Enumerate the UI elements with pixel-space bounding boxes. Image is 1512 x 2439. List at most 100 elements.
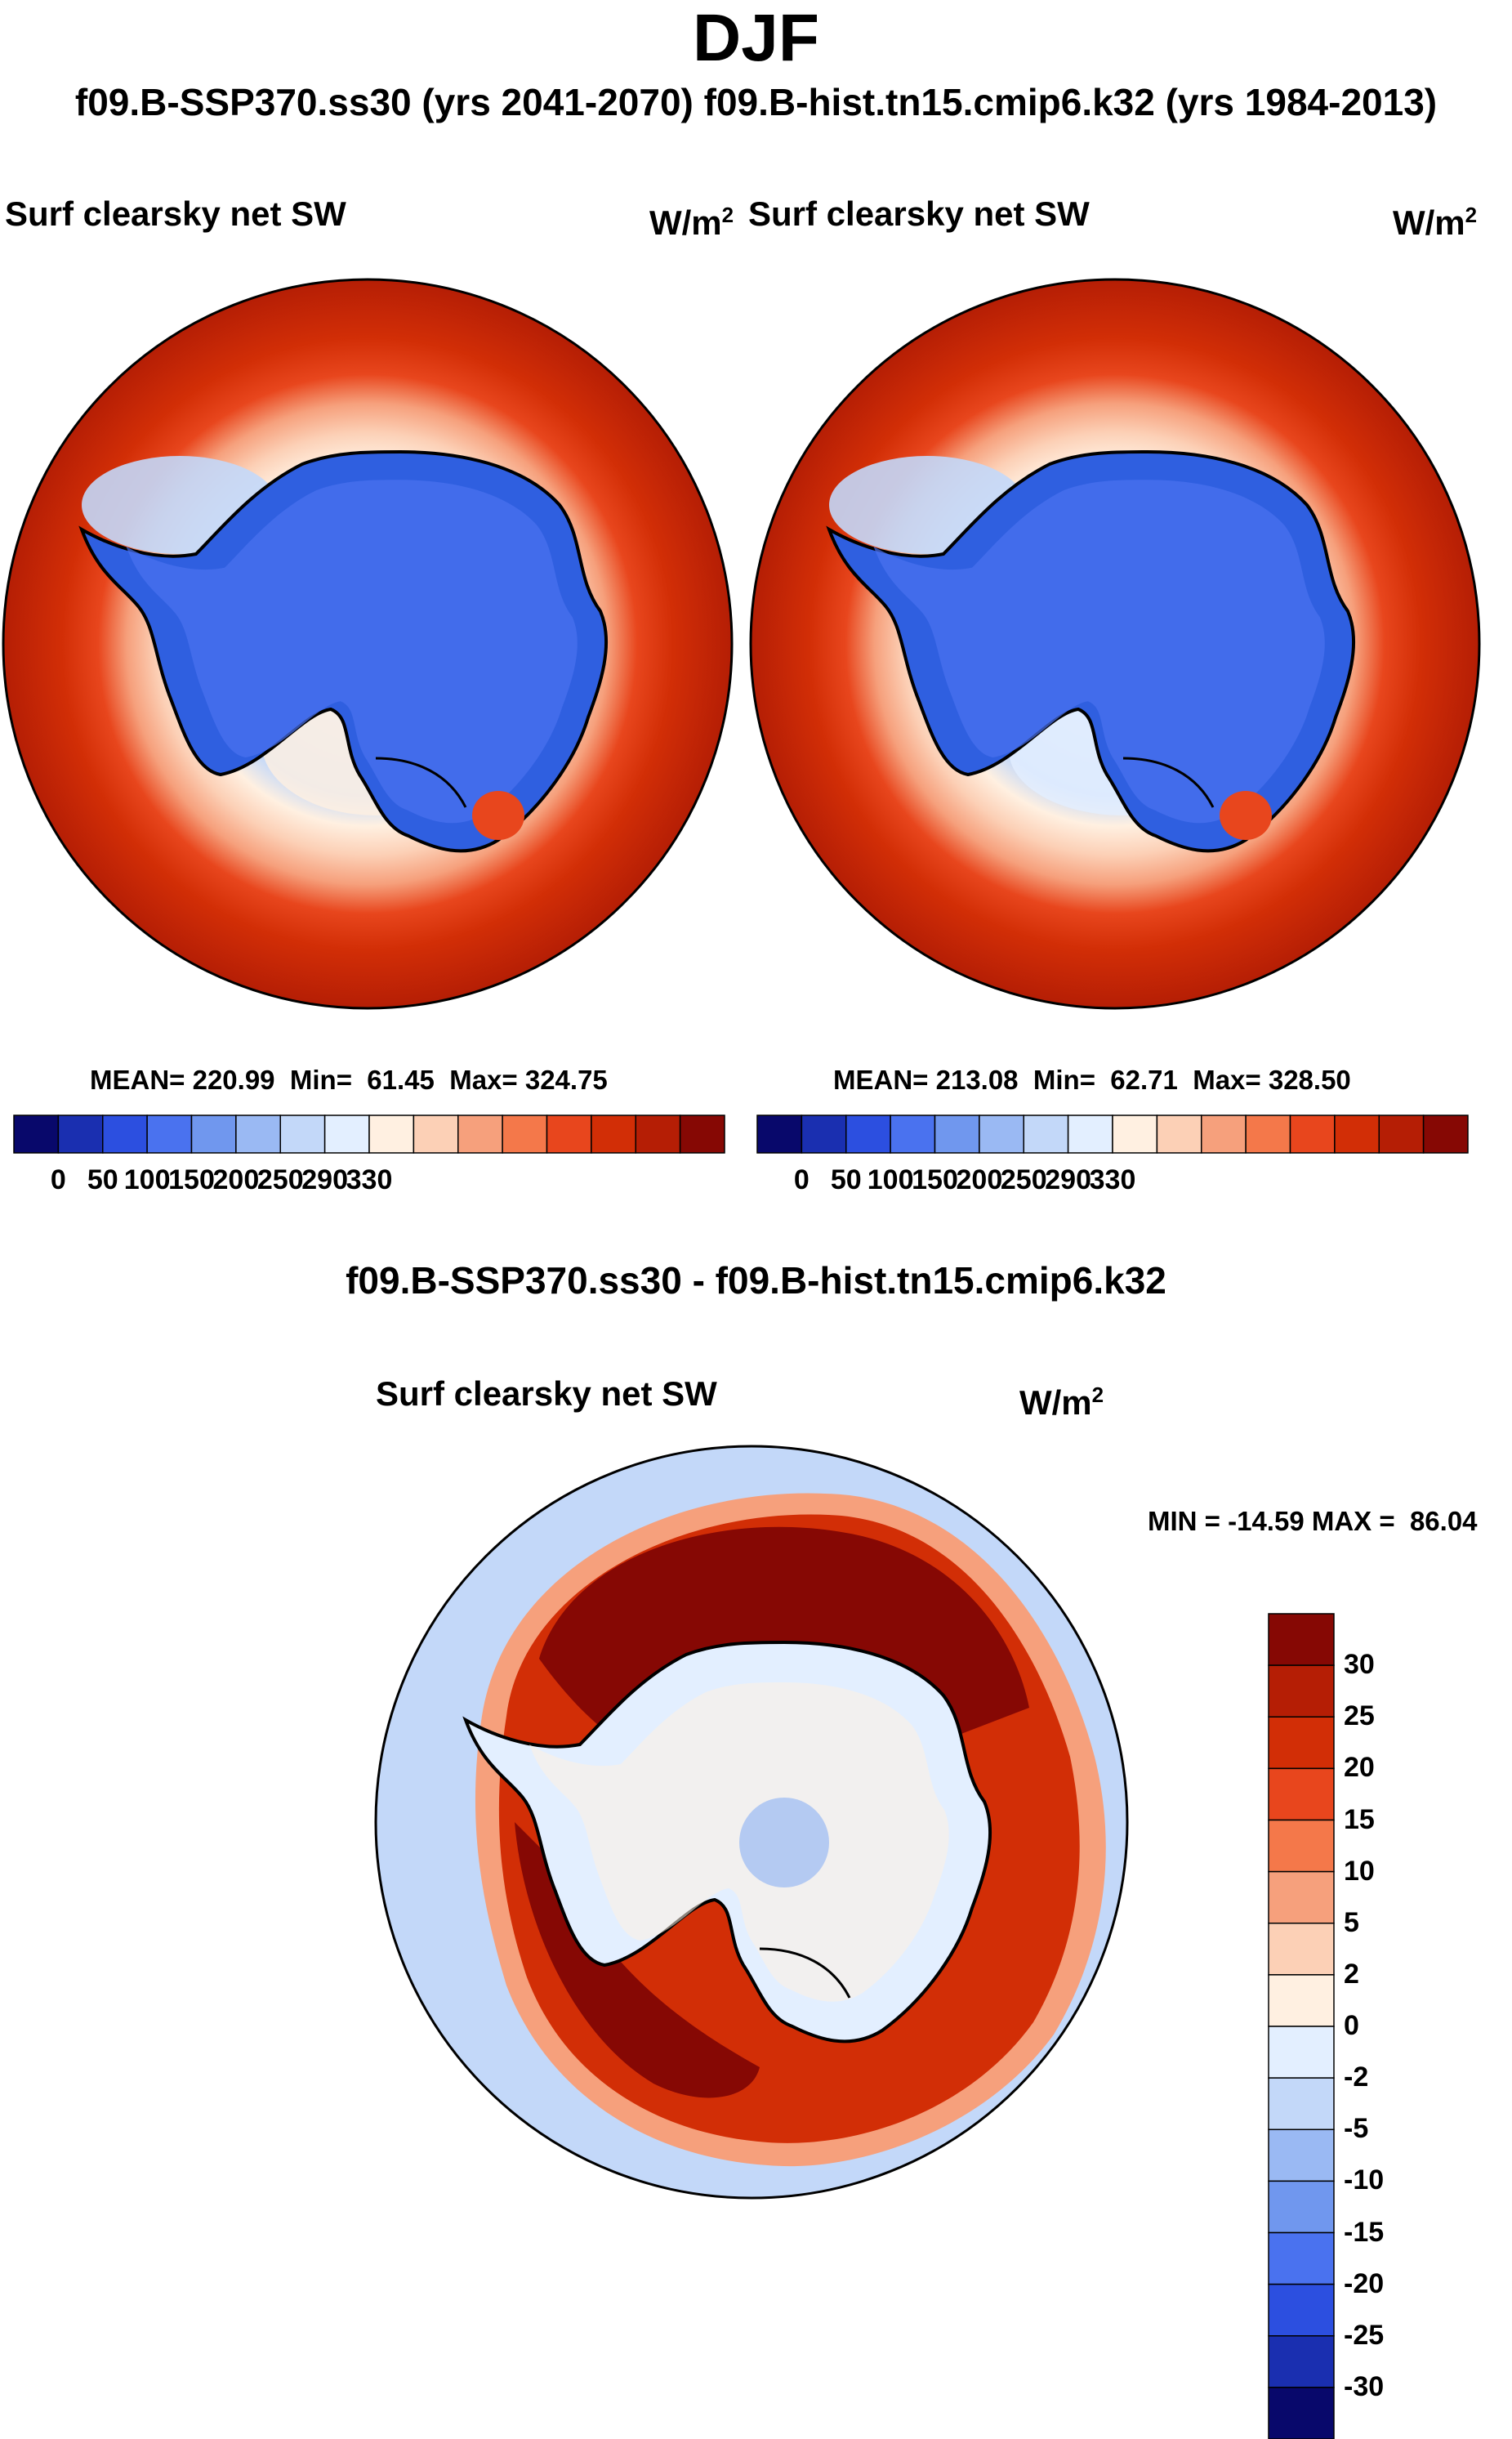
difference-colorbar-tick-label: 2 [1344,1958,1359,1990]
diff-map-border [374,1445,1129,2200]
difference-title: f09.B-SSP370.ss30 - f09.B-hist.tn15.cmip… [346,1259,1166,1302]
left-colorbar-box [591,1115,636,1154]
left-colorbar-box [368,1115,415,1154]
right-colorbar-box [1334,1115,1380,1154]
left-map-border [2,278,734,1010]
right-colorbar-box [1289,1115,1336,1154]
difference-colorbar-box [1268,1767,1335,1821]
difference-colorbar-tick-label: 0 [1344,2010,1359,2041]
right-colorbar-box [756,1115,803,1154]
right-colorbar-tick-label: 100 [867,1164,914,1195]
right-colorbar-box [1422,1115,1469,1154]
right-map-warm-patch [1220,791,1272,840]
right-colorbar-box [1067,1115,1113,1154]
left-colorbar-tick-label: 100 [123,1164,171,1195]
left-colorbar-tick-label: 0 [50,1164,66,1195]
right-colorbar-box [1023,1115,1069,1154]
difference-panel-stats: MIN = -14.59 MAX = 86.04 [1148,1506,1478,1536]
left-colorbar-box [13,1115,60,1154]
right-colorbar-box [1156,1115,1202,1154]
difference-polar-map [374,1445,1129,2200]
difference-colorbar-box [1268,1819,1335,1873]
left-panel-units: W/m2 [649,203,734,242]
left-colorbar-tick-label: 330 [346,1164,393,1195]
right-colorbar-box [1378,1115,1425,1154]
left-colorbar [13,1115,725,1154]
subtitle: f09.B-SSP370.ss30 (yrs 2041-2070) f09.B-… [74,81,1438,123]
left-colorbar-box [279,1115,326,1154]
difference-colorbar-tick-label: 5 [1344,1906,1359,1938]
left-colorbar-box [57,1115,104,1154]
left-colorbar-box [679,1115,725,1154]
left-colorbar-box [323,1115,370,1154]
right-colorbar-tick-label: 0 [793,1164,810,1195]
left-panel-stats: MEAN= 220.99 Min= 61.45 Max= 324.75 [90,1065,608,1095]
right-colorbar-tick-label: 250 [1000,1164,1047,1195]
difference-colorbar-box [1268,2231,1335,2285]
diff-map-ice-shelf-edge [759,1947,851,1999]
right-colorbar-box [979,1115,1024,1154]
left-map-ice-shelf-edge [375,757,467,808]
right-colorbar-tick-label: 200 [956,1164,1003,1195]
right-colorbar-tick-label: 150 [912,1164,958,1195]
right-map-ice-shelf-edge [1122,757,1215,808]
difference-colorbar [1268,1613,1335,2439]
left-colorbar-box [413,1115,459,1154]
left-colorbar-box [502,1115,548,1154]
left-colorbar-box [190,1115,237,1154]
right-colorbar-box [1112,1115,1158,1154]
right-panel-units: W/m2 [1393,203,1478,242]
right-colorbar [756,1115,1469,1154]
difference-colorbar-box [1268,1923,1335,1976]
difference-colorbar-box [1268,2335,1335,2388]
difference-colorbar-box [1268,1664,1335,1718]
left-colorbar-box [235,1115,281,1154]
right-colorbar-box [890,1115,936,1154]
difference-colorbar-box [1268,1716,1335,1770]
left-panel-label: Surf clearsky net SW [5,194,346,233]
difference-colorbar-tick-label: 15 [1344,1803,1375,1835]
left-colorbar-tick-label: 200 [212,1164,260,1195]
difference-panel-label: Surf clearsky net SW [376,1374,717,1413]
main-title: DJF [693,1,819,75]
difference-colorbar-tick-label: -15 [1344,2216,1385,2248]
right-colorbar-box [1201,1115,1247,1154]
right-colorbar-box [1245,1115,1291,1154]
left-colorbar-box [546,1115,592,1154]
left-colorbar-tick-label: 50 [87,1164,118,1195]
left-map-warm-patch [472,791,524,840]
left-polar-map [2,278,734,1010]
right-panel-label: Surf clearsky net SW [748,194,1090,233]
right-colorbar-tick-label: 50 [830,1164,862,1195]
difference-panel-units: W/m2 [1019,1383,1104,1422]
difference-colorbar-box [1268,2387,1335,2439]
right-colorbar-tick-label: 330 [1089,1164,1136,1195]
right-colorbar-tick-label: 290 [1045,1164,1091,1195]
difference-colorbar-tick-label: 20 [1344,1752,1375,1784]
difference-colorbar-box [1268,2180,1335,2234]
left-colorbar-tick-label: 150 [168,1164,215,1195]
right-colorbar-box [801,1115,847,1154]
left-colorbar-box [635,1115,681,1154]
difference-colorbar-tick-label: -5 [1344,2113,1369,2145]
difference-colorbar-box [1268,2026,1335,2079]
difference-colorbar-tick-label: -25 [1344,2319,1385,2351]
difference-colorbar-box [1268,2283,1335,2337]
difference-colorbar-tick-label: -20 [1344,2267,1385,2299]
right-colorbar-box [845,1115,891,1154]
difference-colorbar-box [1268,2129,1335,2182]
right-panel-stats: MEAN= 213.08 Min= 62.71 Max= 328.50 [833,1065,1351,1095]
difference-colorbar-tick-label: 30 [1344,1649,1375,1681]
left-colorbar-box [102,1115,148,1154]
diff-map-warm-core-west [515,1822,760,2098]
difference-colorbar-box [1268,1870,1335,1924]
difference-colorbar-tick-label: 10 [1344,1855,1375,1887]
left-colorbar-box [146,1115,193,1154]
difference-colorbar-box [1268,1613,1335,1666]
right-map-border [749,278,1481,1010]
left-colorbar-box [457,1115,503,1154]
difference-colorbar-tick-label: 25 [1344,1700,1375,1732]
left-colorbar-tick-label: 250 [256,1164,304,1195]
difference-colorbar-tick-label: -2 [1344,2062,1369,2093]
right-polar-map [749,278,1481,1010]
